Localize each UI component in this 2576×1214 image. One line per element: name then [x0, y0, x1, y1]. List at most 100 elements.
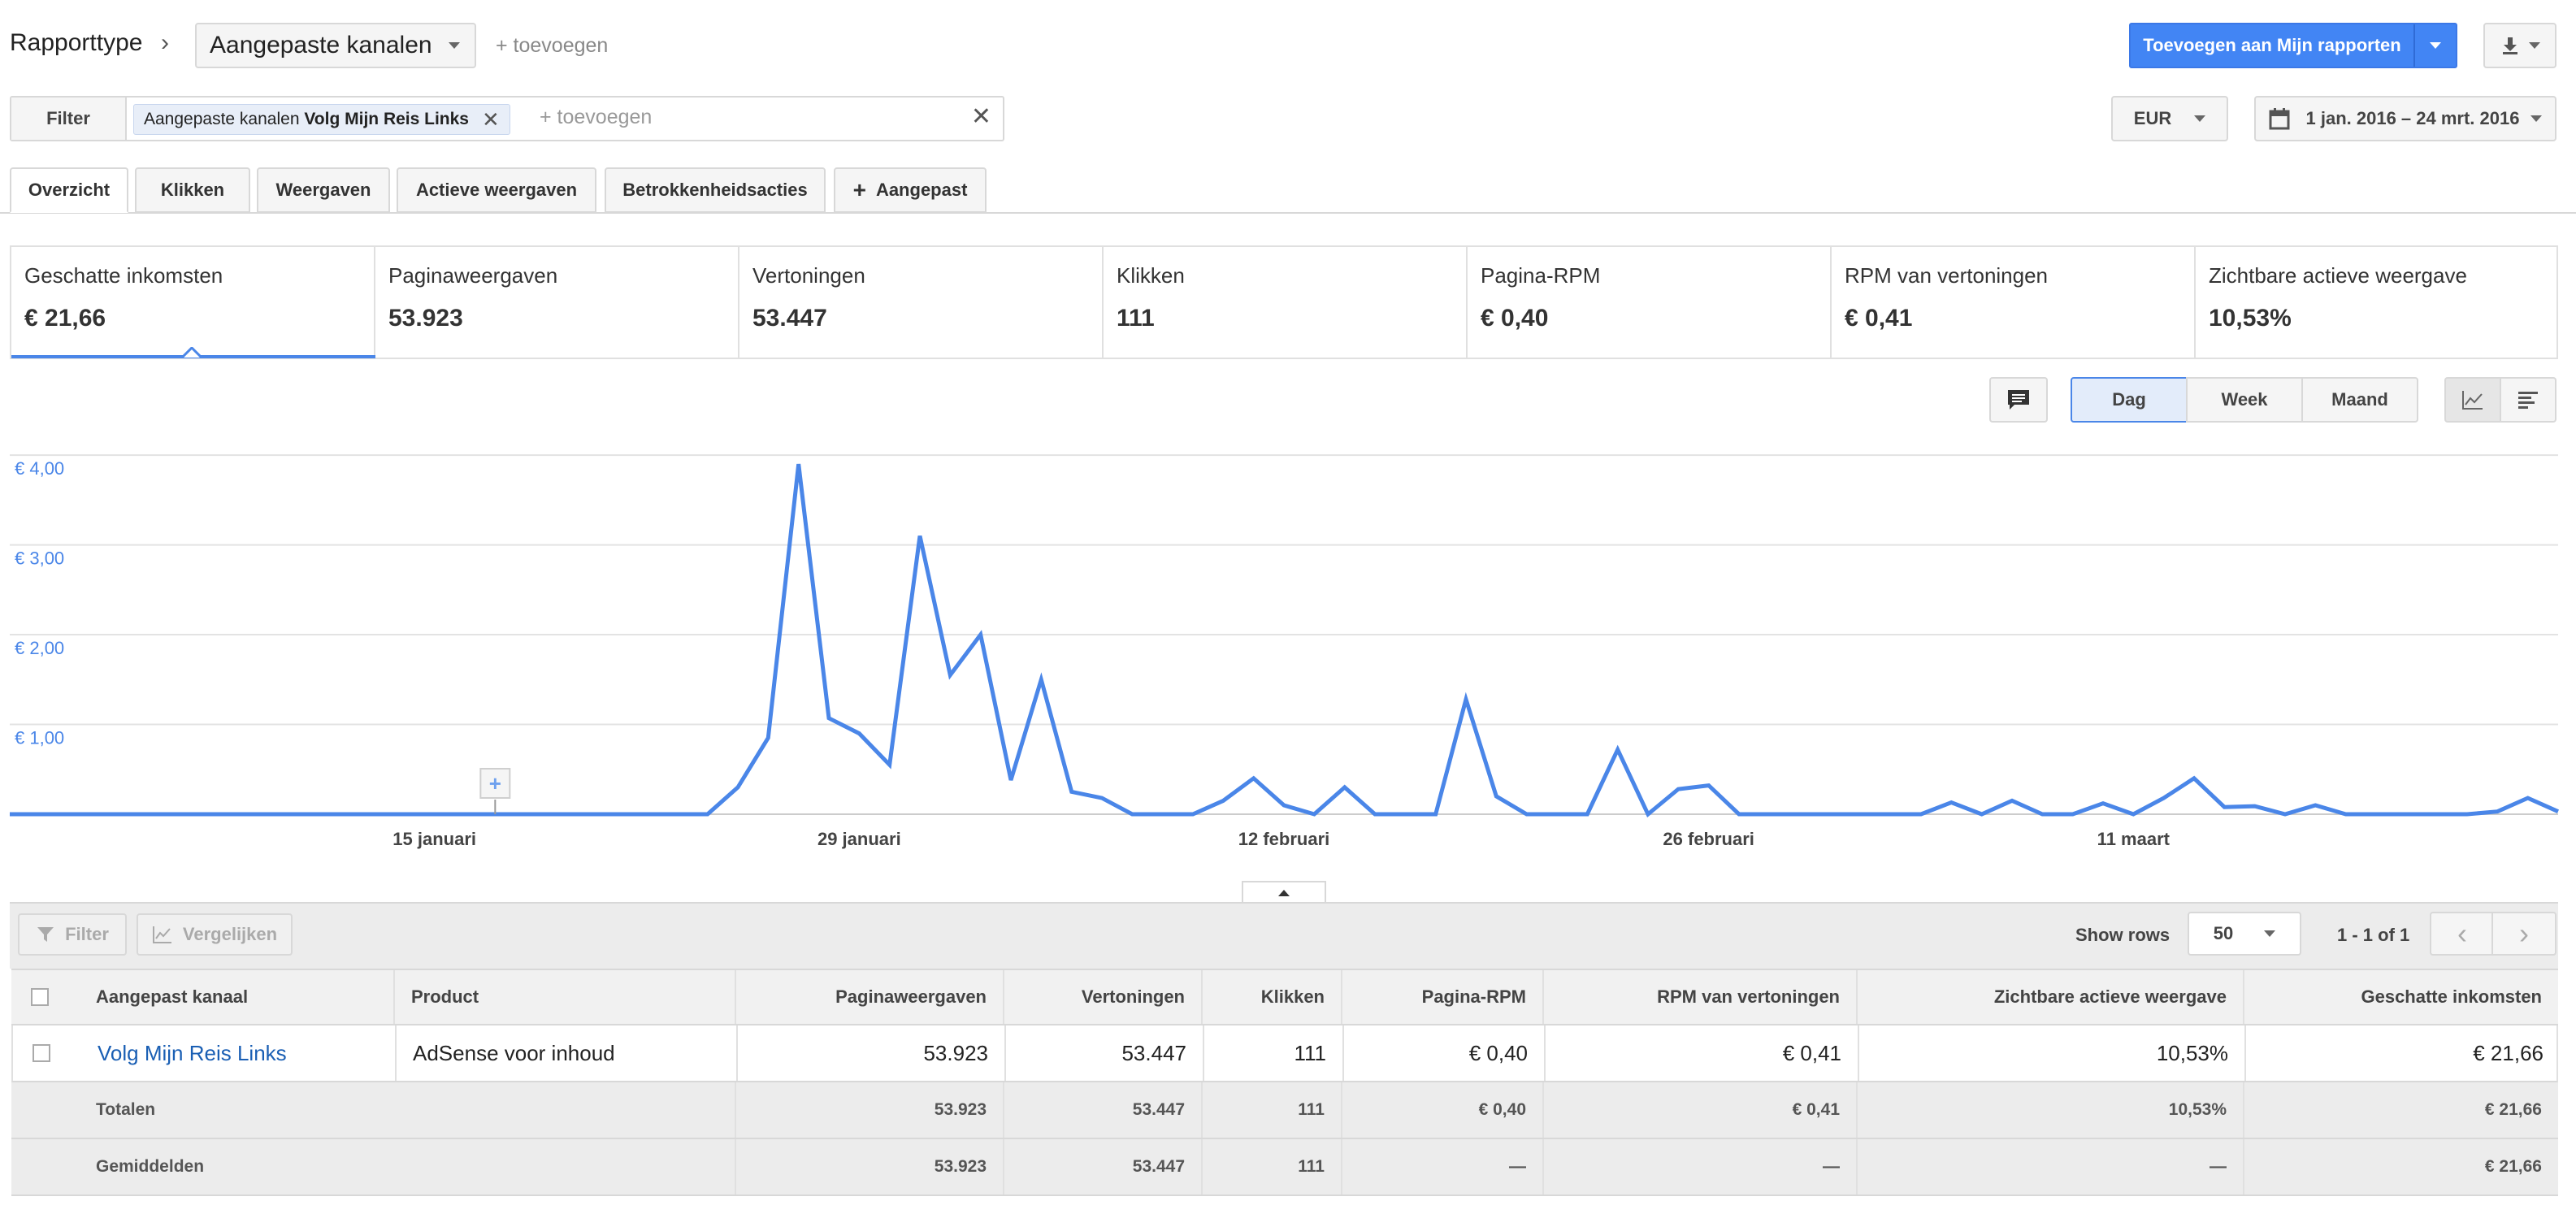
date-range-label: 1 jan. 2016 – 24 mrt. 2016: [2305, 108, 2520, 128]
calendar-icon: [2269, 108, 2290, 130]
granularity-day-button[interactable]: Dag: [2071, 377, 2188, 423]
clear-filter-icon[interactable]: ✕: [970, 103, 991, 130]
report-type-select[interactable]: Aangepaste kanalen: [195, 23, 476, 68]
col-header-klikken[interactable]: Klikken: [1260, 986, 1325, 1007]
metric-label: RPM van vertoningen: [1845, 263, 2049, 288]
metric-rpm-vertoningen[interactable]: RPM van vertoningen € 0,41: [1832, 245, 2196, 359]
metric-klikken[interactable]: Klikken 111: [1104, 245, 1468, 359]
metric-geschatte-inkomsten[interactable]: Geschatte inkomsten € 21,66: [11, 245, 375, 359]
averages-klikken: 111: [1298, 1157, 1325, 1176]
col-header-paginaweergaven[interactable]: Paginaweergaven: [835, 986, 987, 1007]
row-select-cell: [13, 1025, 70, 1081]
table-toolbar: [10, 902, 2558, 969]
chevron-down-icon: [448, 42, 460, 49]
chevron-right-icon: ›: [2519, 917, 2529, 950]
col-header-zichtbare-actieve-weergave[interactable]: Zichtbare actieve weergave: [1993, 986, 2227, 1007]
metric-label: Klikken: [1117, 263, 1185, 288]
col-header-pagina-rpm[interactable]: Pagina-RPM: [1421, 986, 1526, 1007]
metric-paginaweergaven[interactable]: Paginaweergaven 53.923: [375, 245, 739, 359]
metrics-strip: [10, 245, 2558, 359]
y-tick-label: € 3,00: [15, 548, 64, 569]
line-chart-view-button[interactable]: [2444, 377, 2501, 423]
x-tick-label: 11 maart: [2097, 829, 2171, 849]
tabs-baseline: [0, 212, 2576, 214]
table-header-row: Aangepast kanaal Product Paginaweergaven…: [11, 969, 2558, 1025]
metric-pagina-rpm[interactable]: Pagina-RPM € 0,40: [1468, 245, 1832, 359]
channel-link[interactable]: Volg Mijn Reis Links: [98, 1040, 287, 1065]
product-cell: AdSense voor inhoud: [413, 1040, 615, 1065]
metric-value: 53.923: [388, 305, 463, 332]
add-to-my-reports-button[interactable]: Toevoegen aan Mijn rapporten: [2129, 23, 2457, 68]
add-reports-dropdown-icon[interactable]: [2415, 24, 2456, 67]
download-button[interactable]: [2483, 23, 2556, 68]
currency-select[interactable]: EUR: [2111, 96, 2228, 141]
col-header-geschatte-inkomsten[interactable]: Geschatte inkomsten: [2361, 986, 2542, 1007]
metric-value: € 21,66: [24, 305, 106, 332]
prev-page-button[interactable]: ‹: [2430, 912, 2495, 956]
tab-overzicht[interactable]: Overzicht: [10, 167, 128, 213]
tab-aangepast[interactable]: + Aangepast: [834, 167, 987, 213]
compare-label: Vergelijken: [182, 924, 278, 944]
x-tick-label: 26 februari: [1663, 829, 1754, 849]
granularity-week-button[interactable]: Week: [2186, 377, 2303, 423]
add-report-link[interactable]: + toevoegen: [496, 34, 609, 57]
averages-rpm-vertoningen: —: [1823, 1157, 1840, 1176]
add-annotation-marker[interactable]: +: [479, 768, 511, 814]
metric-zichtbare-actieve-weergave[interactable]: Zichtbare actieve weergave 10,53%: [2196, 245, 2558, 359]
filter-chip[interactable]: Aangepaste kanalen Volg Mijn Reis Links …: [133, 104, 510, 135]
next-page-button[interactable]: ›: [2491, 912, 2556, 956]
y-tick-label: € 1,00: [15, 728, 64, 748]
metric-value: 53.447: [752, 305, 827, 332]
tab-weergaven[interactable]: Weergaven: [257, 167, 390, 213]
select-all-cell: [11, 970, 68, 1024]
chevron-down-icon: [2264, 930, 2276, 937]
tab-betrokkenheidsacties[interactable]: Betrokkenheidsacties: [605, 167, 826, 213]
compare-button: Vergelijken: [137, 913, 293, 956]
bar-chart-icon: [2518, 392, 2538, 409]
earnings-series-line: [10, 463, 2560, 817]
rows-per-page-select[interactable]: 50: [2188, 912, 2301, 956]
metric-label: Zichtbare actieve weergave: [2209, 263, 2467, 288]
filter-bar: Filter Aangepaste kanalen Volg Mijn Reis…: [10, 96, 1004, 141]
averages-vertoningen: 53.447: [1132, 1157, 1185, 1176]
averages-row: Gemiddelden 53.923 53.447 111 — — — € 21…: [11, 1139, 2558, 1196]
vertoningen-cell: 53.447: [1121, 1040, 1186, 1065]
metric-value: 10,53%: [2209, 305, 2292, 332]
y-tick-label: € 2,00: [15, 638, 64, 658]
x-tick-label: 12 februari: [1238, 829, 1330, 849]
chevron-down-icon: [2530, 115, 2543, 122]
bar-chart-view-button[interactable]: [2500, 377, 2556, 423]
x-tick-label: 15 januari: [392, 829, 476, 849]
metric-value: € 0,40: [1481, 305, 1549, 332]
chevron-left-icon: ‹: [2457, 917, 2467, 950]
date-range-select[interactable]: 1 jan. 2016 – 24 mrt. 2016: [2254, 96, 2556, 141]
filter-chip-value: Volg Mijn Reis Links: [304, 110, 469, 128]
annotation-button[interactable]: [1989, 377, 2048, 423]
col-header-kanaal[interactable]: Aangepast kanaal: [96, 986, 249, 1007]
add-to-my-reports-label: Toevoegen aan Mijn rapporten: [2131, 24, 2415, 67]
col-header-rpm-vertoningen[interactable]: RPM van vertoningen: [1657, 986, 1840, 1007]
totals-pagina-rpm: € 0,40: [1478, 1100, 1526, 1119]
filter-add-input[interactable]: + toevoegen: [540, 106, 653, 128]
currency-label: EUR: [2133, 108, 2172, 128]
select-all-checkbox[interactable]: [31, 988, 49, 1006]
plus-icon: +: [852, 177, 866, 202]
geschatte-inkomsten-cell: € 21,66: [2473, 1040, 2543, 1065]
y-tick-label: € 4,00: [15, 458, 64, 479]
tab-klikken[interactable]: Klikken: [135, 167, 250, 213]
totals-vertoningen: 53.447: [1132, 1100, 1185, 1119]
row-checkbox[interactable]: [33, 1044, 50, 1062]
tab-actieve-weergaven-btn[interactable]: Actieve weergaven: [397, 167, 596, 213]
filter-chip-prefix: Aangepaste kanalen: [144, 110, 300, 128]
metric-label: Geschatte inkomsten: [24, 263, 223, 288]
download-icon: [2503, 37, 2517, 54]
col-header-vertoningen[interactable]: Vertoningen: [1081, 986, 1185, 1007]
collapse-chart-handle[interactable]: [1242, 881, 1326, 904]
totals-rpm-vertoningen: € 0,41: [1792, 1100, 1840, 1119]
filter-icon: [37, 927, 54, 942]
granularity-month-button[interactable]: Maand: [2301, 377, 2418, 423]
col-header-product[interactable]: Product: [411, 986, 479, 1007]
remove-chip-icon[interactable]: ✕: [481, 106, 500, 132]
metric-vertoningen[interactable]: Vertoningen 53.447: [739, 245, 1104, 359]
breadcrumb-chevron-icon: ›: [161, 29, 169, 56]
